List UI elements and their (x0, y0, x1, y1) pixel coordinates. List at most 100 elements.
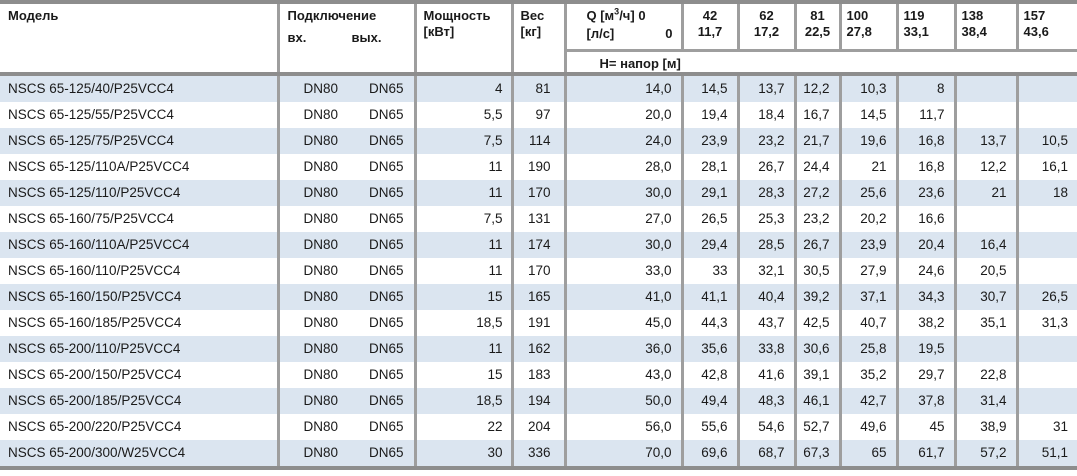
head-value-cell: 26,7 (738, 153, 797, 180)
head-value-cell: 18 (1017, 179, 1077, 206)
outlet-dn-cell: DN65 (350, 179, 417, 206)
head-value-cell (1017, 335, 1077, 362)
head-value-cell: 67,3 (795, 439, 842, 468)
outlet-dn-cell: DN65 (350, 387, 417, 414)
weight-unit: [кг] (520, 24, 542, 40)
head-value-cell: 29,1 (682, 179, 740, 206)
head-value-cell: 42,5 (795, 309, 842, 336)
ls-unit-label: [л/с] (586, 26, 615, 42)
head-value-cell: 20,4 (897, 231, 957, 258)
model-cell: NSCS 65-160/150/P25VCC4 (0, 283, 280, 310)
head-value-cell: 35,1 (955, 309, 1019, 336)
table-row: NSCS 65-200/300/W25VCC4 DN80 DN65 30 336… (0, 439, 1077, 468)
weight-cell: 131 (512, 205, 567, 232)
outlet-dn-cell: DN65 (350, 153, 417, 180)
table-row: NSCS 65-200/220/P25VCC4 DN80 DN65 22 204… (0, 413, 1077, 440)
col-header-flow-119: 119 33,1 (897, 2, 957, 52)
col-header-flow-42: 42 11,7 (682, 2, 740, 52)
table-row: NSCS 65-160/185/P25VCC4 DN80 DN65 18,5 1… (0, 309, 1077, 336)
head-value-cell: 23,2 (738, 127, 797, 154)
model-cell: NSCS 65-200/185/P25VCC4 (0, 387, 280, 414)
head-value-cell: 48,3 (738, 387, 797, 414)
head-value-cell: 24,4 (795, 153, 842, 180)
head-value-cell (955, 205, 1019, 232)
table-row: NSCS 65-125/110/P25VCC4 DN80 DN65 11 170… (0, 179, 1077, 206)
power-cell: 7,5 (415, 127, 514, 154)
power-cell: 11 (415, 179, 514, 206)
head-value-cell: 25,8 (840, 335, 899, 362)
head-value-cell: 24,0 (565, 127, 684, 154)
head-value-cell: 50,0 (565, 387, 684, 414)
head-value-cell: 28,3 (738, 179, 797, 206)
head-value-cell: 12,2 (795, 73, 842, 102)
col-header-flow-100: 100 27,8 (840, 2, 899, 52)
col-header-weight: Вес [кг] (512, 2, 567, 76)
head-value-cell (955, 73, 1019, 102)
head-value-cell (955, 335, 1019, 362)
head-value-cell: 49,4 (682, 387, 740, 414)
head-value-cell: 31,3 (1017, 309, 1077, 336)
head-value-cell: 61,7 (897, 439, 957, 468)
inlet-dn-cell: DN80 (278, 101, 350, 128)
head-value-cell: 43,7 (738, 309, 797, 336)
outlet-dn-cell: DN65 (350, 101, 417, 128)
model-cell: NSCS 65-160/185/P25VCC4 (0, 309, 280, 336)
col-header-flow-81: 81 22,5 (795, 2, 842, 52)
head-value-cell: 40,4 (738, 283, 797, 310)
weight-cell: 190 (512, 153, 567, 180)
head-value-cell: 41,6 (738, 361, 797, 388)
head-value-cell: 30,5 (795, 257, 842, 284)
head-value-cell: 46,1 (795, 387, 842, 414)
table-row: NSCS 65-200/110/P25VCC4 DN80 DN65 11 162… (0, 335, 1077, 362)
head-value-cell: 33,0 (565, 257, 684, 284)
head-value-cell: 19,5 (897, 335, 957, 362)
table-row: NSCS 65-160/110A/P25VCC4 DN80 DN65 11 17… (0, 231, 1077, 258)
head-value-cell: 34,3 (897, 283, 957, 310)
table-row: NSCS 65-160/150/P25VCC4 DN80 DN65 15 165… (0, 283, 1077, 310)
table-row: NSCS 65-125/110A/P25VCC4 DN80 DN65 11 19… (0, 153, 1077, 180)
power-cell: 5,5 (415, 101, 514, 128)
head-value-cell: 39,1 (795, 361, 842, 388)
head-value-cell: 23,2 (795, 205, 842, 232)
head-value-cell (1017, 387, 1077, 414)
outlet-dn-cell: DN65 (350, 283, 417, 310)
superscript-3: 3 (614, 6, 620, 17)
head-value-cell: 42,8 (682, 361, 740, 388)
power-cell: 15 (415, 361, 514, 388)
power-cell: 11 (415, 153, 514, 180)
head-value-cell: 16,6 (897, 205, 957, 232)
head-value-cell: 44,3 (682, 309, 740, 336)
head-value-cell (955, 101, 1019, 128)
head-value-cell: 36,0 (565, 335, 684, 362)
head-value-cell: 70,0 (565, 439, 684, 468)
head-value-cell: 19,4 (682, 101, 740, 128)
head-value-cell: 21 (955, 179, 1019, 206)
head-value-cell: 57,2 (955, 439, 1019, 468)
head-value-cell (1017, 231, 1077, 258)
weight-cell: 174 (512, 231, 567, 258)
model-cell: NSCS 65-200/300/W25VCC4 (0, 439, 280, 468)
head-value-cell: 41,0 (565, 283, 684, 310)
weight-cell: 162 (512, 335, 567, 362)
model-cell: NSCS 65-200/150/P25VCC4 (0, 361, 280, 388)
head-value-cell: 20,2 (840, 205, 899, 232)
head-value-cell (1017, 257, 1077, 284)
head-value-cell: 14,5 (682, 73, 740, 102)
head-value-cell: 12,2 (955, 153, 1019, 180)
inlet-dn-cell: DN80 (278, 127, 350, 154)
model-cell: NSCS 65-200/110/P25VCC4 (0, 335, 280, 362)
col-header-power: Мощность [кВт] (415, 2, 514, 76)
head-value-cell: 23,9 (840, 231, 899, 258)
head-value-cell: 16,4 (955, 231, 1019, 258)
inlet-dn-cell: DN80 (278, 309, 350, 336)
outlet-dn-cell: DN65 (350, 361, 417, 388)
outlet-dn-cell: DN65 (350, 127, 417, 154)
head-value-cell: 26,7 (795, 231, 842, 258)
table-body: NSCS 65-125/40/P25VCC4 DN80 DN65 4 81 14… (0, 73, 1077, 468)
outlet-dn-cell: DN65 (350, 73, 417, 102)
table-row: NSCS 65-200/150/P25VCC4 DN80 DN65 15 183… (0, 361, 1077, 388)
head-value-cell: 45 (897, 413, 957, 440)
header-row-head: H= напор [м] (0, 50, 1077, 76)
head-value-cell: 35,2 (840, 361, 899, 388)
weight-cell: 191 (512, 309, 567, 336)
